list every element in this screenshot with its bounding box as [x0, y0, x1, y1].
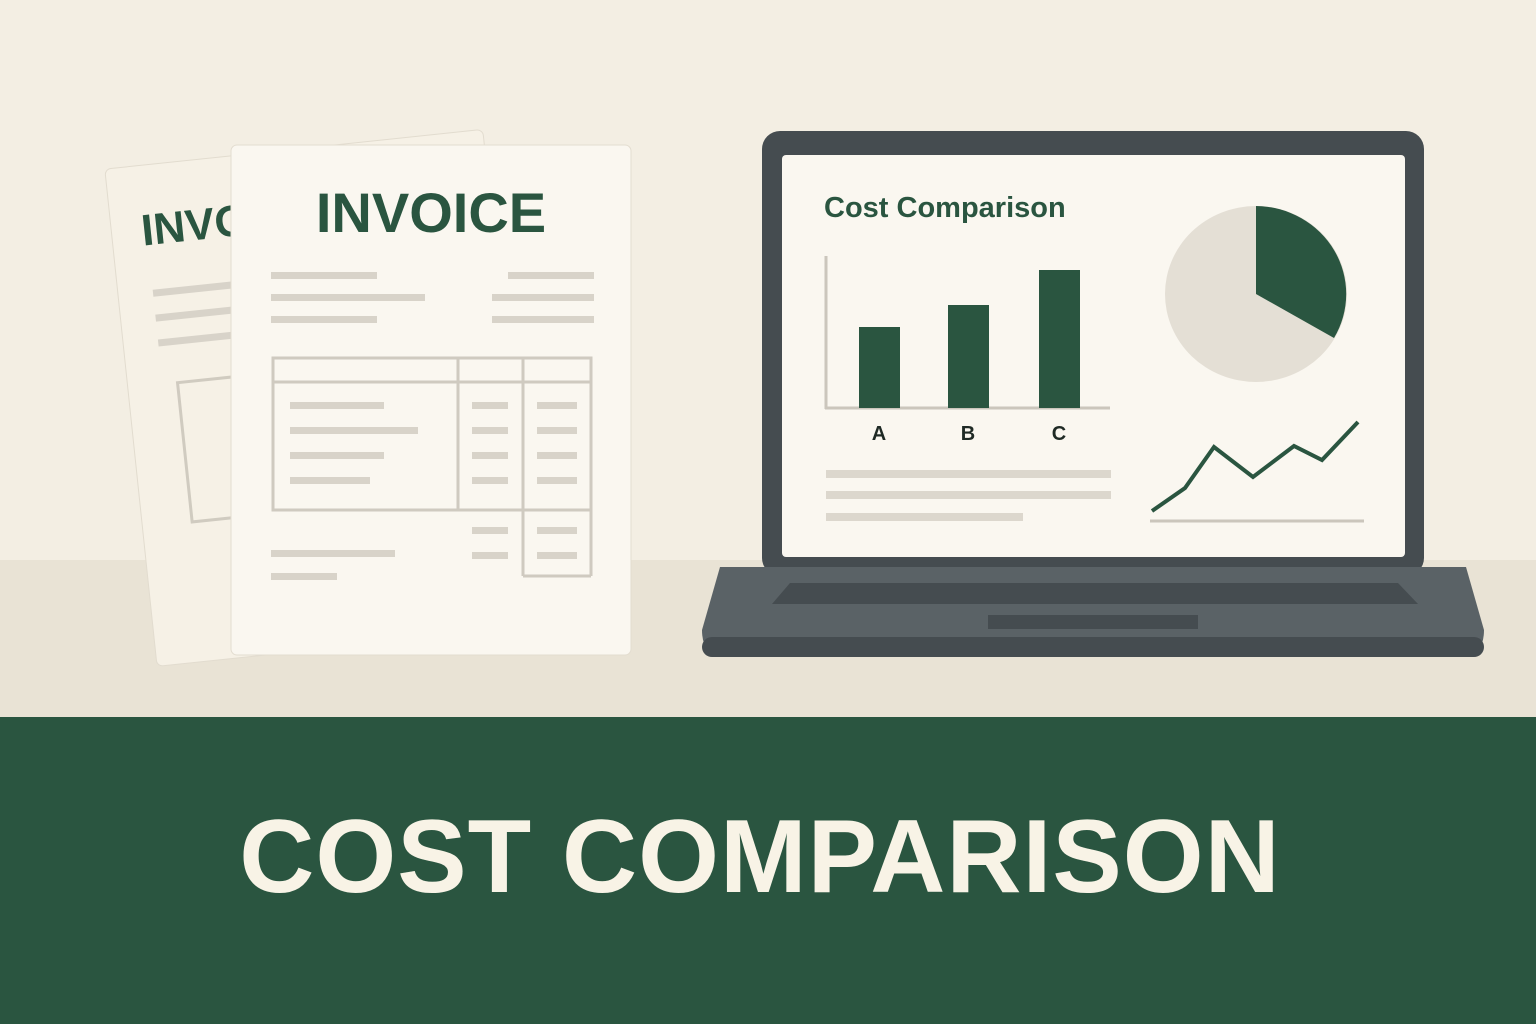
front-invoice-title: INVOICE — [316, 181, 546, 244]
bar-label-b: B — [961, 423, 975, 445]
bar-chart: A B C — [824, 256, 1110, 445]
bar-c — [1039, 270, 1080, 408]
keyboard — [772, 583, 1418, 604]
bar-b — [948, 305, 989, 408]
banner-title: COST COMPARISON — [239, 799, 1281, 915]
line-chart — [1150, 420, 1364, 523]
screen-title: Cost Comparison — [824, 192, 1066, 224]
touchpad — [988, 615, 1198, 629]
title-banner — [0, 717, 1536, 1024]
bar-a — [859, 327, 900, 408]
laptop: Cost Comparison A B C — [702, 131, 1484, 657]
bar-label-a: A — [872, 423, 886, 445]
pie-chart — [1165, 206, 1347, 382]
bar-label-c: C — [1052, 423, 1066, 445]
pie-slice — [1256, 206, 1347, 338]
front-invoice-paper: INVOICE — [230, 144, 632, 656]
